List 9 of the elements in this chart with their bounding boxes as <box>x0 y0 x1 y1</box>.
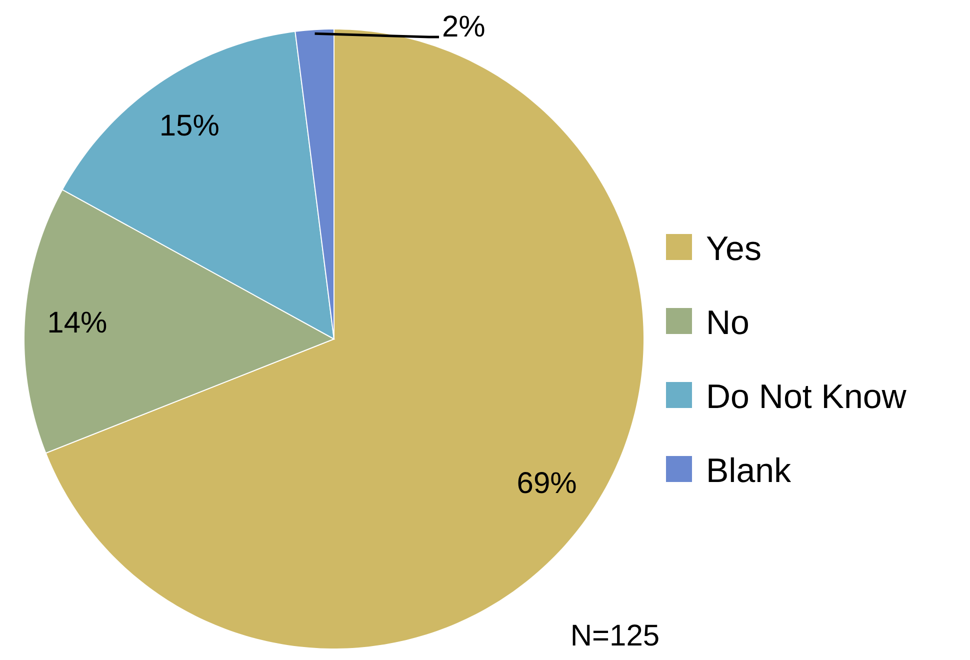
legend-label: No <box>706 304 750 342</box>
data-label: 2% <box>442 10 486 44</box>
text: N=125 <box>570 620 660 652</box>
legend-label: Do Not Know <box>706 378 907 416</box>
data-label: 14% <box>47 306 108 340</box>
data-label: 15% <box>159 110 220 143</box>
legend-label: Yes <box>706 230 762 268</box>
data-label: 69% <box>516 467 577 500</box>
legend-label: Blank <box>706 452 792 490</box>
